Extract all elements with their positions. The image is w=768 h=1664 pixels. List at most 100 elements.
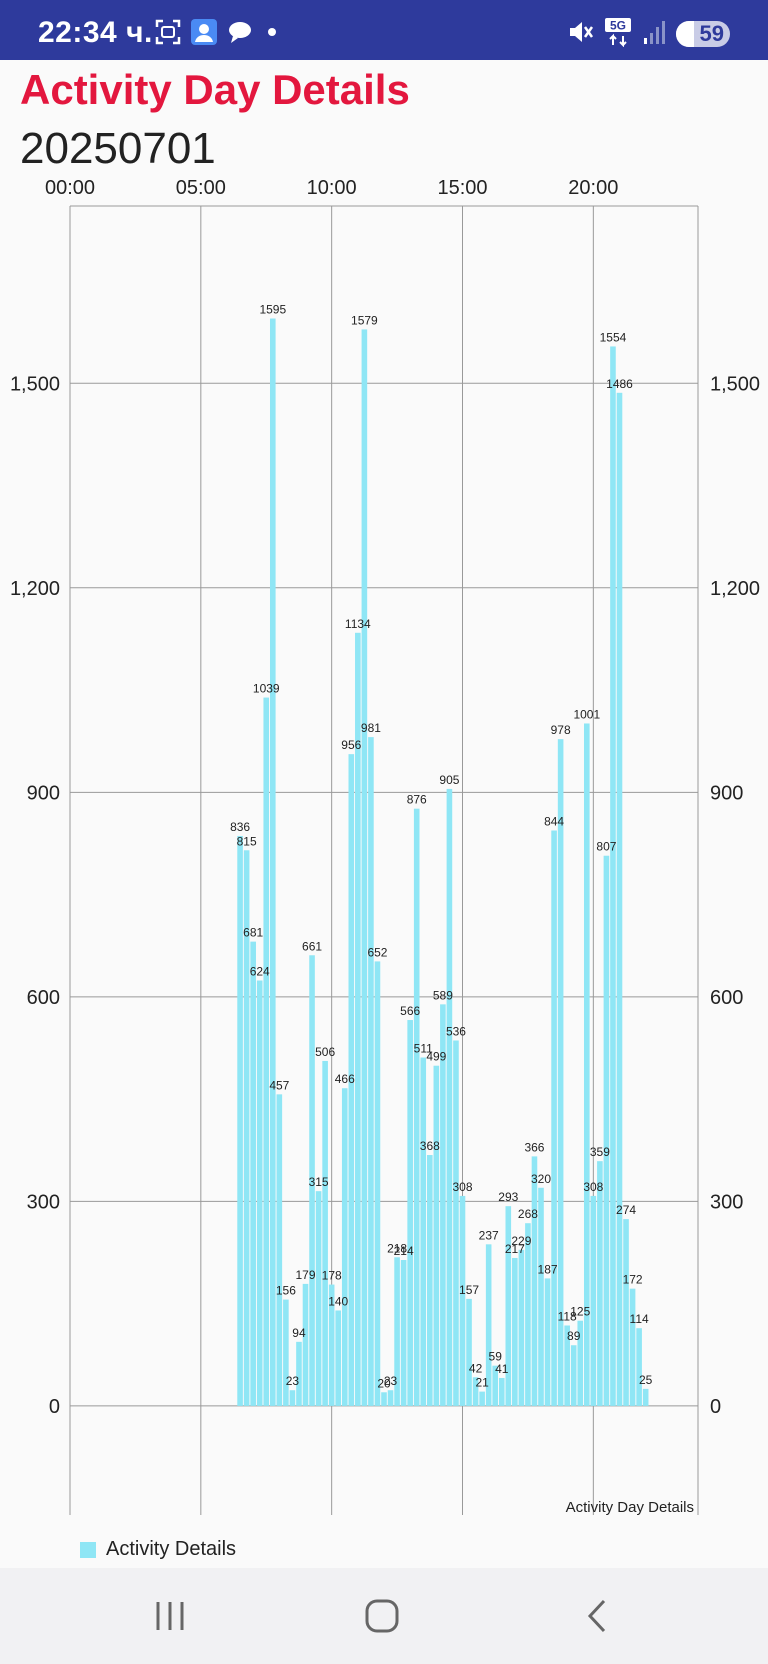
contact-icon [190,18,218,51]
x-tick-label: 10:00 [307,177,357,199]
bar-value-label: 536 [446,1024,466,1038]
bar [616,392,623,1406]
bar-value-label: 315 [309,1175,329,1189]
back-button[interactable] [580,1598,616,1639]
status-icons-left [154,18,282,51]
bar-value-label: 23 [286,1374,300,1388]
bar [426,1155,433,1406]
bar [453,1040,459,1406]
y-tick-label-right: 1,200 [710,578,760,600]
y-tick-label-left: 900 [27,782,60,804]
bar [577,1320,584,1406]
bar-value-label: 293 [498,1190,518,1204]
bar [322,1060,328,1406]
bar [256,980,263,1406]
signal-icon [642,18,666,51]
legend-label: Activity Details [106,1538,237,1560]
bar-value-label: 905 [439,773,459,787]
bar-value-label: 172 [623,1273,643,1287]
bar-value-label: 359 [590,1145,610,1159]
bar-value-label: 59 [489,1350,503,1364]
bar-value-label: 178 [322,1269,342,1283]
page-date: 20250701 [20,124,216,173]
bar [413,808,420,1406]
bar [505,1206,512,1406]
bar-value-label: 506 [315,1045,335,1059]
bar [603,855,610,1406]
y-tick-label-right: 0 [710,1396,721,1418]
bar [479,1391,485,1406]
bar [368,737,374,1406]
bar [407,1020,413,1406]
bar [512,1257,518,1406]
status-time: 22:34 ч. [38,16,153,49]
bar [361,329,368,1406]
bar [309,955,315,1406]
bar [642,1388,649,1406]
bar-value-label: 89 [567,1329,581,1343]
chart-legend: Activity Details [80,1538,236,1561]
y-tick-label-right: 300 [710,1191,743,1213]
bar-value-label: 566 [400,1004,420,1018]
bar [302,1283,309,1406]
x-tick-label: 15:00 [437,177,487,199]
bar [348,754,355,1406]
bar [564,1325,570,1406]
bar-value-label: 511 [414,1042,433,1056]
bar-value-label: 1134 [345,617,371,631]
bar-value-label: 140 [328,1294,348,1308]
bar-value-label: 466 [335,1072,355,1086]
bar-value-label: 214 [394,1244,414,1258]
bar [629,1288,636,1406]
bar-value-label: 20 [377,1376,391,1390]
bar [440,1004,446,1406]
bar [433,1065,440,1406]
bar-value-label: 1595 [259,302,286,316]
bar-value-label: 1554 [600,330,627,344]
bar-value-label: 320 [531,1172,551,1186]
bar-value-label: 457 [269,1078,289,1092]
bar-value-label: 652 [367,945,387,959]
y-tick-label-left: 300 [27,1191,60,1213]
bar [289,1390,296,1406]
home-button[interactable] [364,1598,400,1639]
bar [590,1195,597,1406]
x-tick-label: 05:00 [176,177,226,199]
bar-value-label: 807 [596,840,616,854]
bar-value-label: 237 [479,1228,499,1242]
dot-icon [262,18,282,51]
bar-value-label: 114 [630,1312,649,1326]
network-5g-icon: 5G [604,17,632,52]
bar-value-label: 94 [292,1326,306,1340]
bar [466,1298,472,1406]
bar-value-label: 978 [551,723,571,737]
chart-description: Activity Day Details [566,1499,694,1516]
bar [328,1284,335,1406]
bar-value-label: 23 [384,1374,398,1388]
x-tick-label: 20:00 [568,177,618,199]
bar-value-label: 815 [237,834,257,848]
chat-icon [226,18,254,51]
legend-swatch [80,1541,96,1558]
recent-apps-button[interactable] [152,1598,188,1639]
bar-value-label: 41 [495,1362,509,1376]
bar-value-label: 21 [475,1376,489,1390]
bar [394,1257,400,1406]
bar [315,1191,322,1406]
status-icons-right: 5G 59 [566,17,730,51]
bar [335,1310,342,1406]
y-tick-label-right: 600 [710,987,743,1009]
bar-value-label: 42 [469,1361,483,1375]
bar-value-label: 1001 [573,707,600,721]
bar [446,788,453,1406]
bar [551,830,557,1406]
bar-value-label: 118 [558,1309,577,1323]
y-tick-label-left: 1,500 [10,373,60,395]
bar [636,1328,642,1406]
bar-value-label: 1579 [351,313,378,327]
bar [250,941,256,1406]
y-tick-label-right: 1,500 [710,373,760,395]
bar-value-label: 125 [570,1305,590,1319]
bar [472,1377,479,1406]
bar [381,1392,387,1406]
